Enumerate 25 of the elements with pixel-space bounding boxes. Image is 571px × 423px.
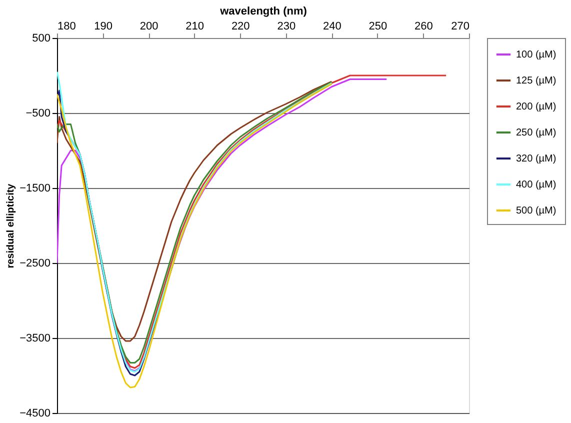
y-tick-label: 500 (32, 32, 50, 44)
y-tick-label: −500 (26, 108, 50, 120)
y-tick-label: −3500 (20, 332, 50, 344)
x-tick-label: 260 (414, 20, 433, 32)
y-tick-label: −2500 (20, 258, 50, 270)
x-axis-title: wavelength (nm) (219, 6, 308, 18)
legend-label: 200 (µM) (516, 102, 556, 112)
x-tick-label: 210 (186, 20, 204, 32)
legend-label: 100 (µM) (516, 50, 556, 60)
x-tick-label: 200 (140, 20, 158, 32)
x-tick-label: 250 (368, 20, 388, 32)
x-tick-label: 270 (451, 20, 470, 32)
y-tick-label: −1500 (20, 182, 50, 194)
legend-label: 320 (µM) (516, 154, 556, 164)
x-tick-label: 220 (231, 20, 250, 32)
legend-label: 250 (µM) (516, 128, 556, 138)
x-tick-label: 190 (94, 20, 112, 32)
y-axis-title: residual ellipticity (6, 183, 17, 268)
legend-label: 400 (µM) (516, 180, 556, 190)
legend-label: 125 (µM) (516, 76, 556, 86)
y-tick-label: −4500 (20, 408, 50, 420)
x-tick-label: 230 (277, 20, 296, 32)
legend-label: 500 (µM) (516, 206, 556, 216)
x-tick-label: 240 (322, 20, 342, 32)
x-tick-label: 180 (58, 20, 76, 32)
